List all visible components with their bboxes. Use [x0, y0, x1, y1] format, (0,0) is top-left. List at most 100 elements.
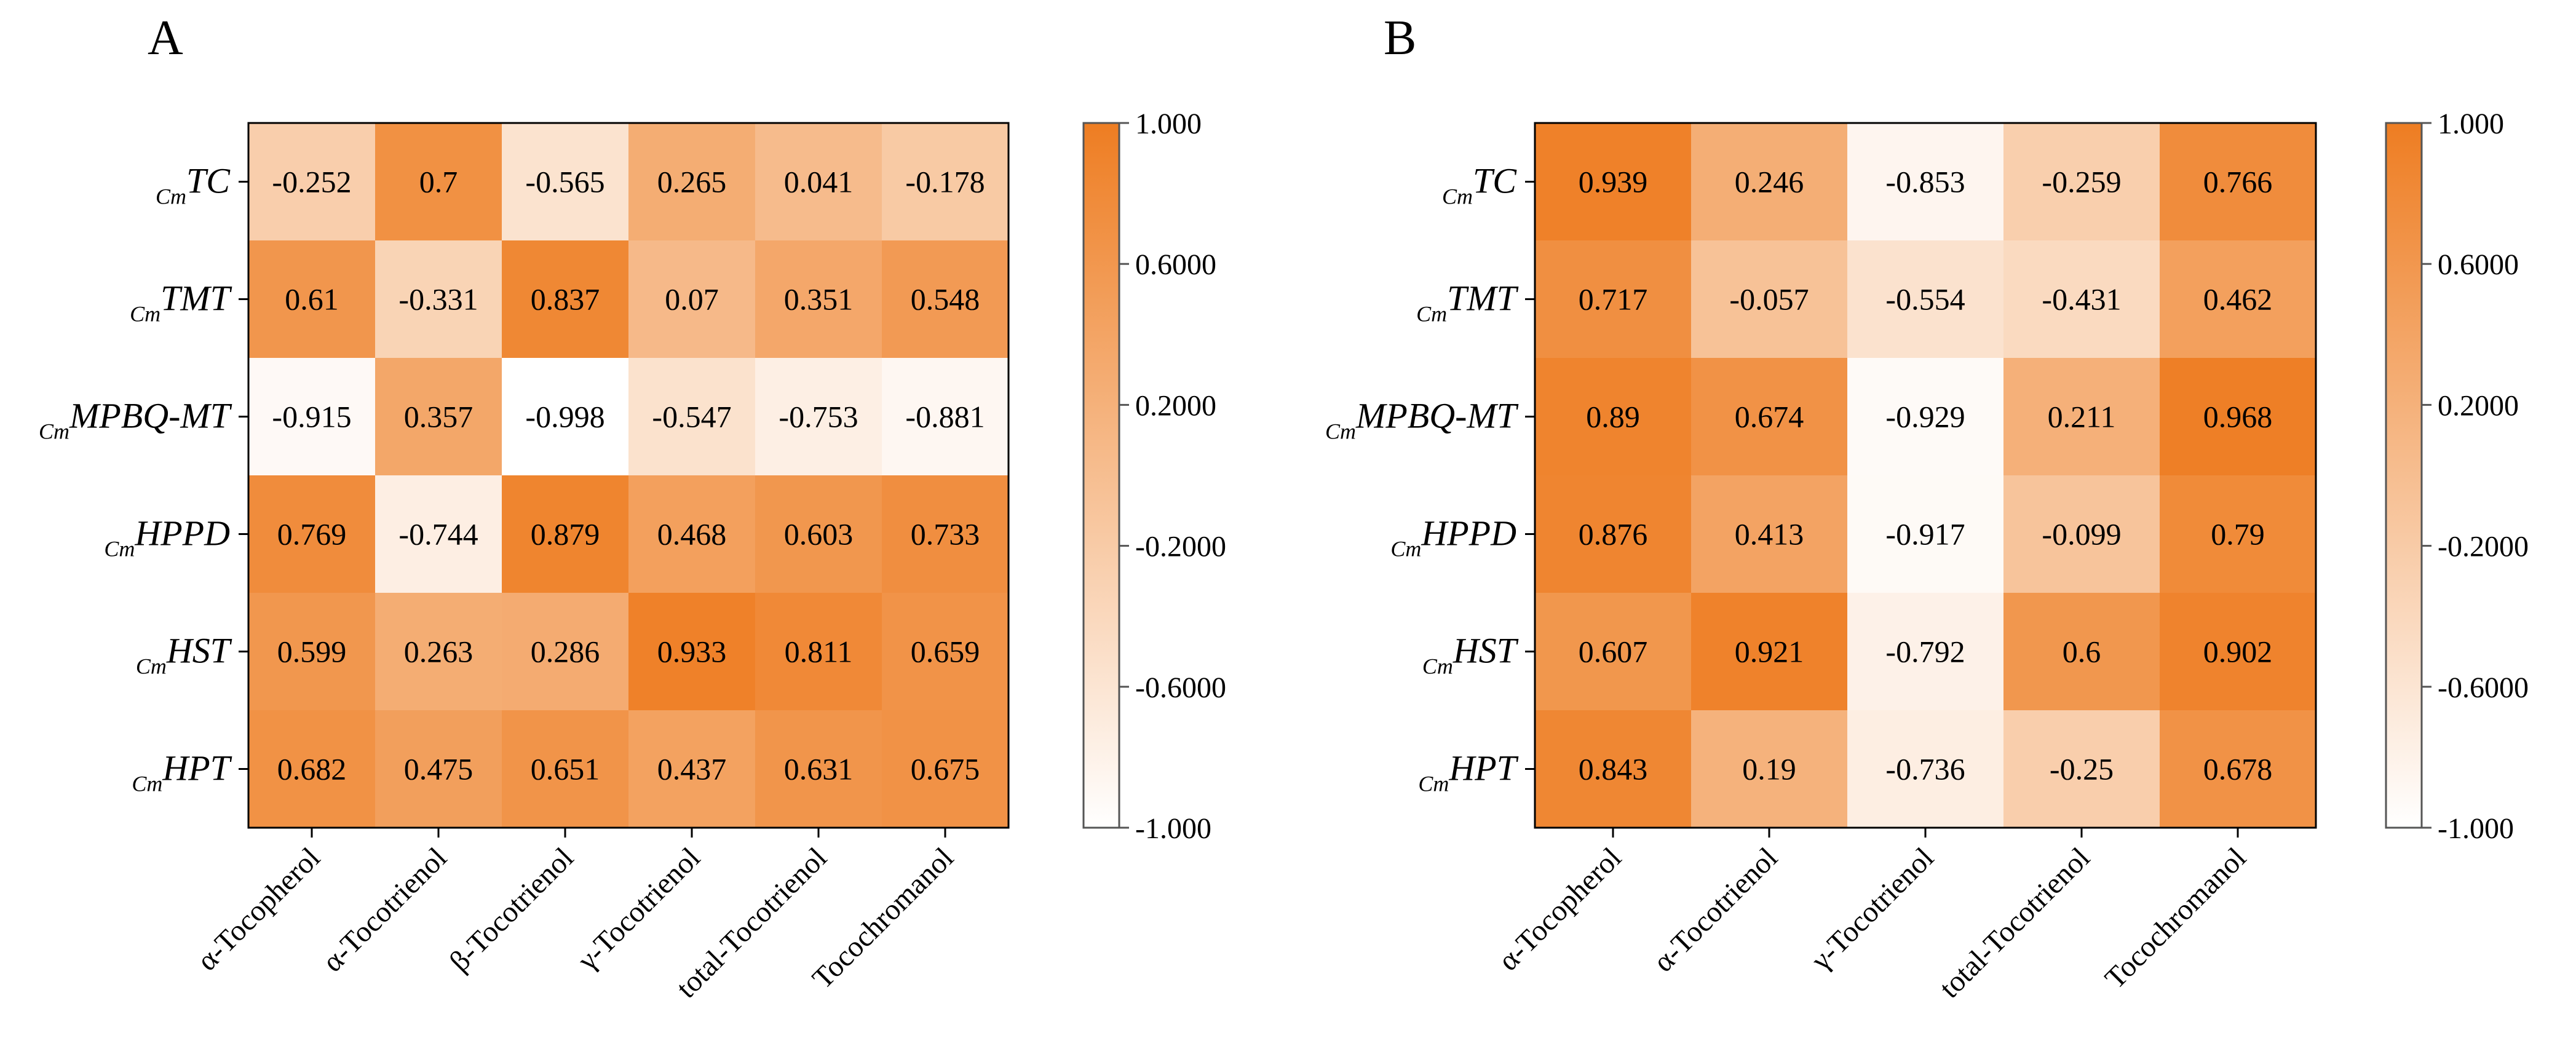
heatmap-cell	[882, 710, 1009, 828]
panel-a-label: A	[148, 11, 183, 65]
cell-value-label: 0.7	[419, 165, 458, 199]
heatmap-cell	[1535, 240, 1692, 359]
heatmap-frame	[247, 122, 1010, 829]
heatmap-cell	[375, 358, 502, 476]
row-label: CmTC	[156, 161, 231, 209]
heatmap-cell	[882, 593, 1009, 711]
heatmap-cell	[1847, 710, 2004, 828]
row-label: CmTMT	[1416, 279, 1519, 327]
heatmap-cell	[1535, 475, 1692, 593]
row-label-prefix: Cm	[1325, 419, 1356, 444]
row-label-prefix: Cm	[1418, 772, 1449, 796]
colorbar-tick-label: -0.2000	[1135, 531, 1226, 563]
column-label: γ-Tocotrienol	[571, 841, 706, 977]
heatmap-cell	[2003, 710, 2160, 828]
row-label-gene: TMT	[1447, 279, 1519, 319]
heatmap-cell	[628, 475, 756, 593]
column-label: α-Tocopherol	[1492, 841, 1628, 977]
row-label-prefix: Cm	[1416, 302, 1447, 327]
heatmap-cell	[502, 710, 629, 828]
row-label: CmHPT	[132, 748, 232, 796]
cell-value-label: -0.744	[398, 517, 478, 552]
panel-b-label: B	[1384, 11, 1416, 65]
heatmap-cell	[248, 475, 376, 593]
row-label-prefix: Cm	[156, 184, 186, 209]
row-label: CmHPT	[1418, 748, 1518, 796]
heatmap-cell	[882, 240, 1009, 359]
row-label-gene: HST	[166, 631, 232, 671]
cell-value-label: -0.853	[1885, 165, 1965, 199]
row-label-gene: TC	[186, 161, 231, 201]
column-label: Tocochromanol	[2099, 841, 2253, 995]
row-label: CmHPPD	[104, 513, 230, 561]
heatmap-cell	[755, 358, 882, 476]
heatmap-cell	[502, 358, 629, 476]
row-label-gene: HPT	[1448, 748, 1518, 788]
cell-value-label: 0.79	[2211, 517, 2265, 552]
colorbar-tick-label: -0.6000	[1135, 672, 1226, 704]
row-label: CmHPPD	[1390, 513, 1516, 561]
column-label: α-Tocopherol	[191, 841, 327, 977]
column-label: α-Tocotrienol	[1647, 841, 1784, 978]
heatmap-cell	[502, 593, 629, 711]
cell-value-label: 0.462	[2203, 282, 2273, 317]
cell-value-label: -0.259	[2042, 165, 2121, 199]
cell-value-label: -0.915	[272, 400, 351, 434]
panel-b: B 0.939 0.246 -0.853 -0.259 0.766 0.717 -0.057…	[1325, 11, 2529, 1004]
cell-value-label: 0.607	[1579, 635, 1648, 669]
cell-value-label: 0.357	[404, 400, 474, 434]
heatmap-cell	[1691, 710, 1848, 828]
cell-value-label: -0.753	[779, 400, 858, 434]
heatmap-cell	[1691, 475, 1848, 593]
heatmap-cell	[2160, 240, 2316, 359]
heatmap-cell	[375, 240, 502, 359]
cell-value-label: 0.19	[1742, 752, 1796, 787]
cell-value-label: 0.921	[1735, 635, 1804, 669]
row-label: CmTC	[1442, 161, 1517, 209]
heatmap-cell	[2003, 358, 2160, 476]
cell-value-label: 0.837	[531, 282, 600, 317]
heatmap-cell	[2003, 240, 2160, 359]
row-label: CmTMT	[130, 279, 232, 327]
heatmap-cell	[2160, 475, 2316, 593]
row-label: CmHST	[1422, 631, 1519, 679]
heatmap-cell	[502, 475, 629, 593]
heatmap-cell	[755, 710, 882, 828]
colorbar-tick-label: 1.000	[2438, 108, 2504, 140]
colorbar-tick-label: 0.6000	[2438, 248, 2519, 281]
cell-value-label: 0.603	[784, 517, 854, 552]
heatmap-cell	[1691, 123, 1848, 241]
heatmap-cell	[1691, 358, 1848, 476]
heatmap-cell	[502, 123, 629, 241]
heatmap-cell	[628, 710, 756, 828]
heatmap-cell	[1691, 593, 1848, 711]
colorbar-gradient	[2385, 122, 2423, 829]
heatmap-a-cells: -0.252 0.7 -0.565 0.265 0.041 -0.178 0.61 -0.33…	[247, 122, 1010, 829]
colorbar-b: 1.000 0.6000 0.2000 -0.2000 -0.6000 -1.000	[2385, 108, 2529, 845]
row-label-gene: TC	[1473, 161, 1517, 201]
colorbar-tick-label: 0.6000	[1135, 248, 1216, 281]
cell-value-label: 0.631	[784, 752, 854, 787]
cell-value-label: 0.61	[285, 282, 339, 317]
heatmap-cell	[2160, 358, 2316, 476]
row-label-gene: HPT	[162, 748, 232, 788]
heatmap-cell	[2003, 475, 2160, 593]
heatmap-cell	[2160, 593, 2316, 711]
row-label-prefix: Cm	[136, 654, 167, 679]
cell-value-label: 0.437	[657, 752, 727, 787]
cell-value-label: 0.766	[2203, 165, 2273, 199]
cell-value-label: -0.565	[525, 165, 604, 199]
heatmap-cell	[2160, 710, 2316, 828]
cell-value-label: 0.041	[784, 165, 854, 199]
heatmap-cell	[248, 710, 376, 828]
heatmap-cell	[628, 593, 756, 711]
cell-value-label: 0.843	[1579, 752, 1648, 787]
row-label: CmMPBQ-MT	[39, 396, 232, 444]
colorbar-tick-label: -0.6000	[2438, 672, 2529, 704]
cell-value-label: -0.792	[1885, 635, 1965, 669]
heatmap-cell	[1847, 475, 2004, 593]
cell-value-label: 0.879	[531, 517, 600, 552]
cell-value-label: 0.902	[2203, 635, 2273, 669]
